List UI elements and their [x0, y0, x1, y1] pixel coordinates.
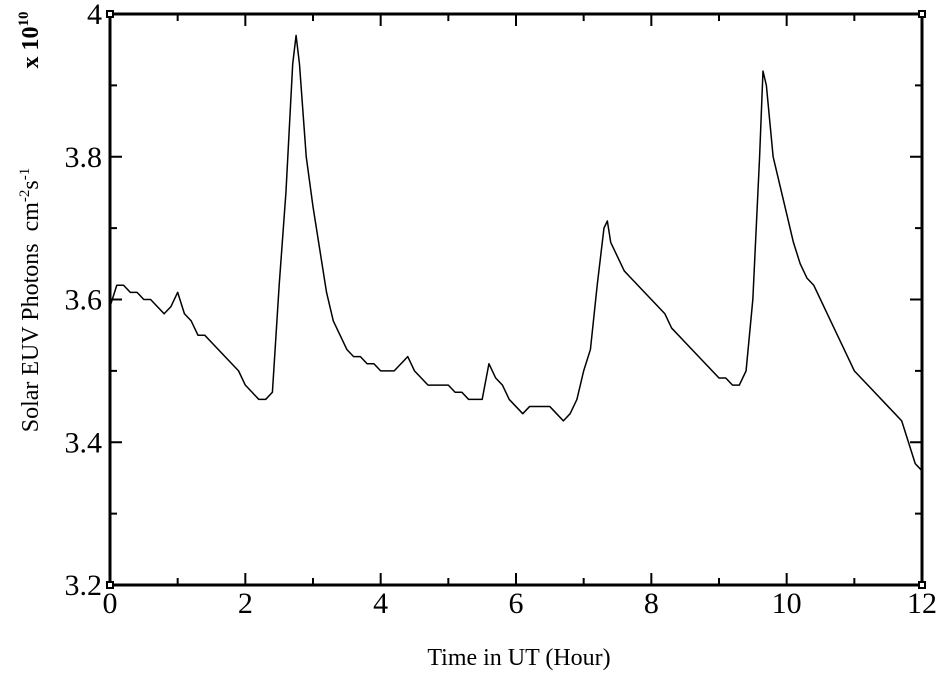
x-axis-label: Time in UT (Hour) — [427, 645, 610, 671]
x-tick-label: 12 — [907, 587, 937, 620]
y-label-main: Solar EUV Photons — [18, 243, 44, 432]
data-line — [109, 34, 923, 472]
corner-marker — [918, 581, 926, 589]
y-tick-label: 3.2 — [65, 569, 103, 602]
y-tick-label: 3.8 — [65, 141, 103, 174]
corner-marker — [918, 10, 926, 18]
x-tick-label: 0 — [103, 587, 118, 620]
x-tick-label: 2 — [238, 587, 253, 620]
corner-marker — [106, 10, 114, 18]
y-label-exp: -2 — [17, 190, 33, 203]
y-multiplier: x 1010 — [16, 12, 44, 69]
y-tick-label: 4 — [87, 0, 102, 31]
plot-frame — [108, 12, 924, 587]
y-tick-label: 3.6 — [65, 284, 103, 317]
y-label-unit: cm — [18, 202, 44, 232]
y-multiplier-base: x 10 — [18, 27, 44, 69]
corner-marker — [106, 581, 114, 589]
x-tick-label: 6 — [509, 587, 524, 620]
y-multiplier-exp: 10 — [16, 12, 32, 27]
y-label-unit: s — [18, 180, 44, 189]
x-tick-label: 10 — [772, 587, 802, 620]
x-tick-label: 8 — [644, 587, 659, 620]
y-tick-label: 3.4 — [65, 426, 103, 459]
x-tick-label: 4 — [373, 587, 388, 620]
y-axis-label: Solar EUV Photons cm-2s-1 — [17, 168, 44, 433]
y-label-exp: -1 — [17, 168, 33, 181]
